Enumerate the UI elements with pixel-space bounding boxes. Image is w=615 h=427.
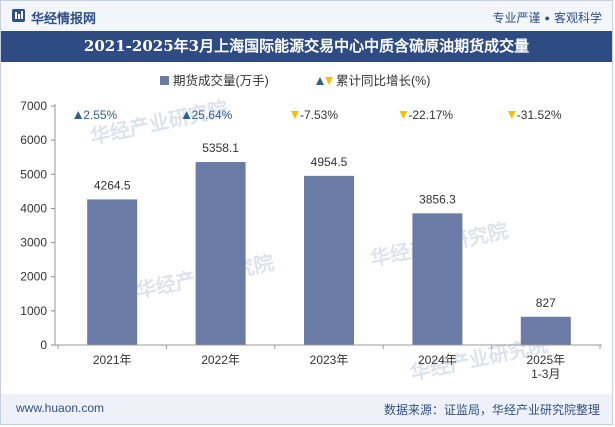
bar (520, 316, 571, 345)
growth-value-label: -22.17% (408, 108, 453, 122)
chart-title: 2021-2025年3月上海国际能源交易中心中质含硫原油期货成交量 (83, 37, 530, 55)
x-tick-label: 2025年 (526, 353, 565, 367)
growth-down-triangle-icon (507, 111, 516, 119)
top-bar: 华经情报网 专业严谨 ● 客观科学 (1, 1, 612, 31)
legend-up-triangle-icon (316, 77, 324, 85)
x-tick-label: 2024年 (418, 353, 457, 367)
growth-value-label: -31.52% (517, 108, 562, 122)
tagline-right: 客观科学 (553, 11, 602, 25)
legend-series-growth: 累计同比增长(%) (336, 73, 430, 88)
bar (412, 213, 463, 345)
growth-up-triangle-icon (74, 111, 83, 119)
brand-name: 华经情报网 (31, 11, 97, 26)
chart-area: 华经产业研究院华经产业研究院华经产业研究院华经产业研究院 期货成交量(万手)累计… (20, 73, 602, 385)
growth-value-label: 25.64% (192, 108, 233, 122)
y-tick-label: 6000 (20, 133, 47, 147)
bar-value-label: 3856.3 (419, 192, 456, 206)
footer-source: 数据来源：证监局，华经产业研究院整理 (383, 403, 600, 417)
y-tick-label: 5000 (20, 167, 47, 181)
footer-website: www.huaon.com (16, 401, 105, 415)
y-tick-label: 4000 (20, 201, 47, 215)
y-tick-label: 1000 (20, 304, 47, 318)
brand-logo-icon (12, 9, 25, 22)
x-tick-label: 2022年 (201, 353, 240, 367)
growth-down-triangle-icon (399, 111, 408, 119)
bar-value-label: 5358.1 (202, 141, 239, 155)
legend-series-volume: 期货成交量(万手) (173, 73, 269, 88)
y-tick-label: 7000 (20, 99, 47, 113)
bar (87, 199, 138, 345)
y-tick-label: 3000 (20, 236, 47, 250)
x-tick-label: 1-3月 (531, 367, 560, 381)
legend-bar-swatch (160, 76, 169, 85)
bar (304, 175, 354, 345)
growth-value-label: -7.53% (300, 108, 338, 122)
title-bar: 2021-2025年3月上海国际能源交易中心中质含硫原油期货成交量 (1, 31, 612, 62)
tagline-dot-icon: ● (544, 13, 550, 23)
x-tick-label: 2023年 (310, 353, 349, 367)
footer: www.huaon.com 数据来源：证监局，华经产业研究院整理 (1, 394, 612, 424)
y-tick-label: 0 (40, 338, 47, 352)
y-tick-label: 2000 (20, 270, 47, 284)
growth-up-triangle-icon (182, 111, 191, 119)
brand-tagline: 专业严谨 ● 客观科学 (493, 9, 602, 26)
growth-down-triangle-icon (291, 111, 299, 119)
legend: 期货成交量(万手) 累计同比增长(%) (160, 73, 430, 88)
tagline-left: 专业严谨 (492, 11, 541, 25)
bar-value-label: 827 (536, 296, 556, 310)
legend-down-triangle-icon (325, 77, 333, 85)
x-tick-label: 2021年 (93, 353, 132, 367)
bar (195, 162, 246, 345)
growth-value-label: 2.55% (83, 108, 117, 122)
bar-value-label: 4954.5 (311, 155, 348, 169)
bar-value-label: 4264.5 (94, 178, 131, 192)
